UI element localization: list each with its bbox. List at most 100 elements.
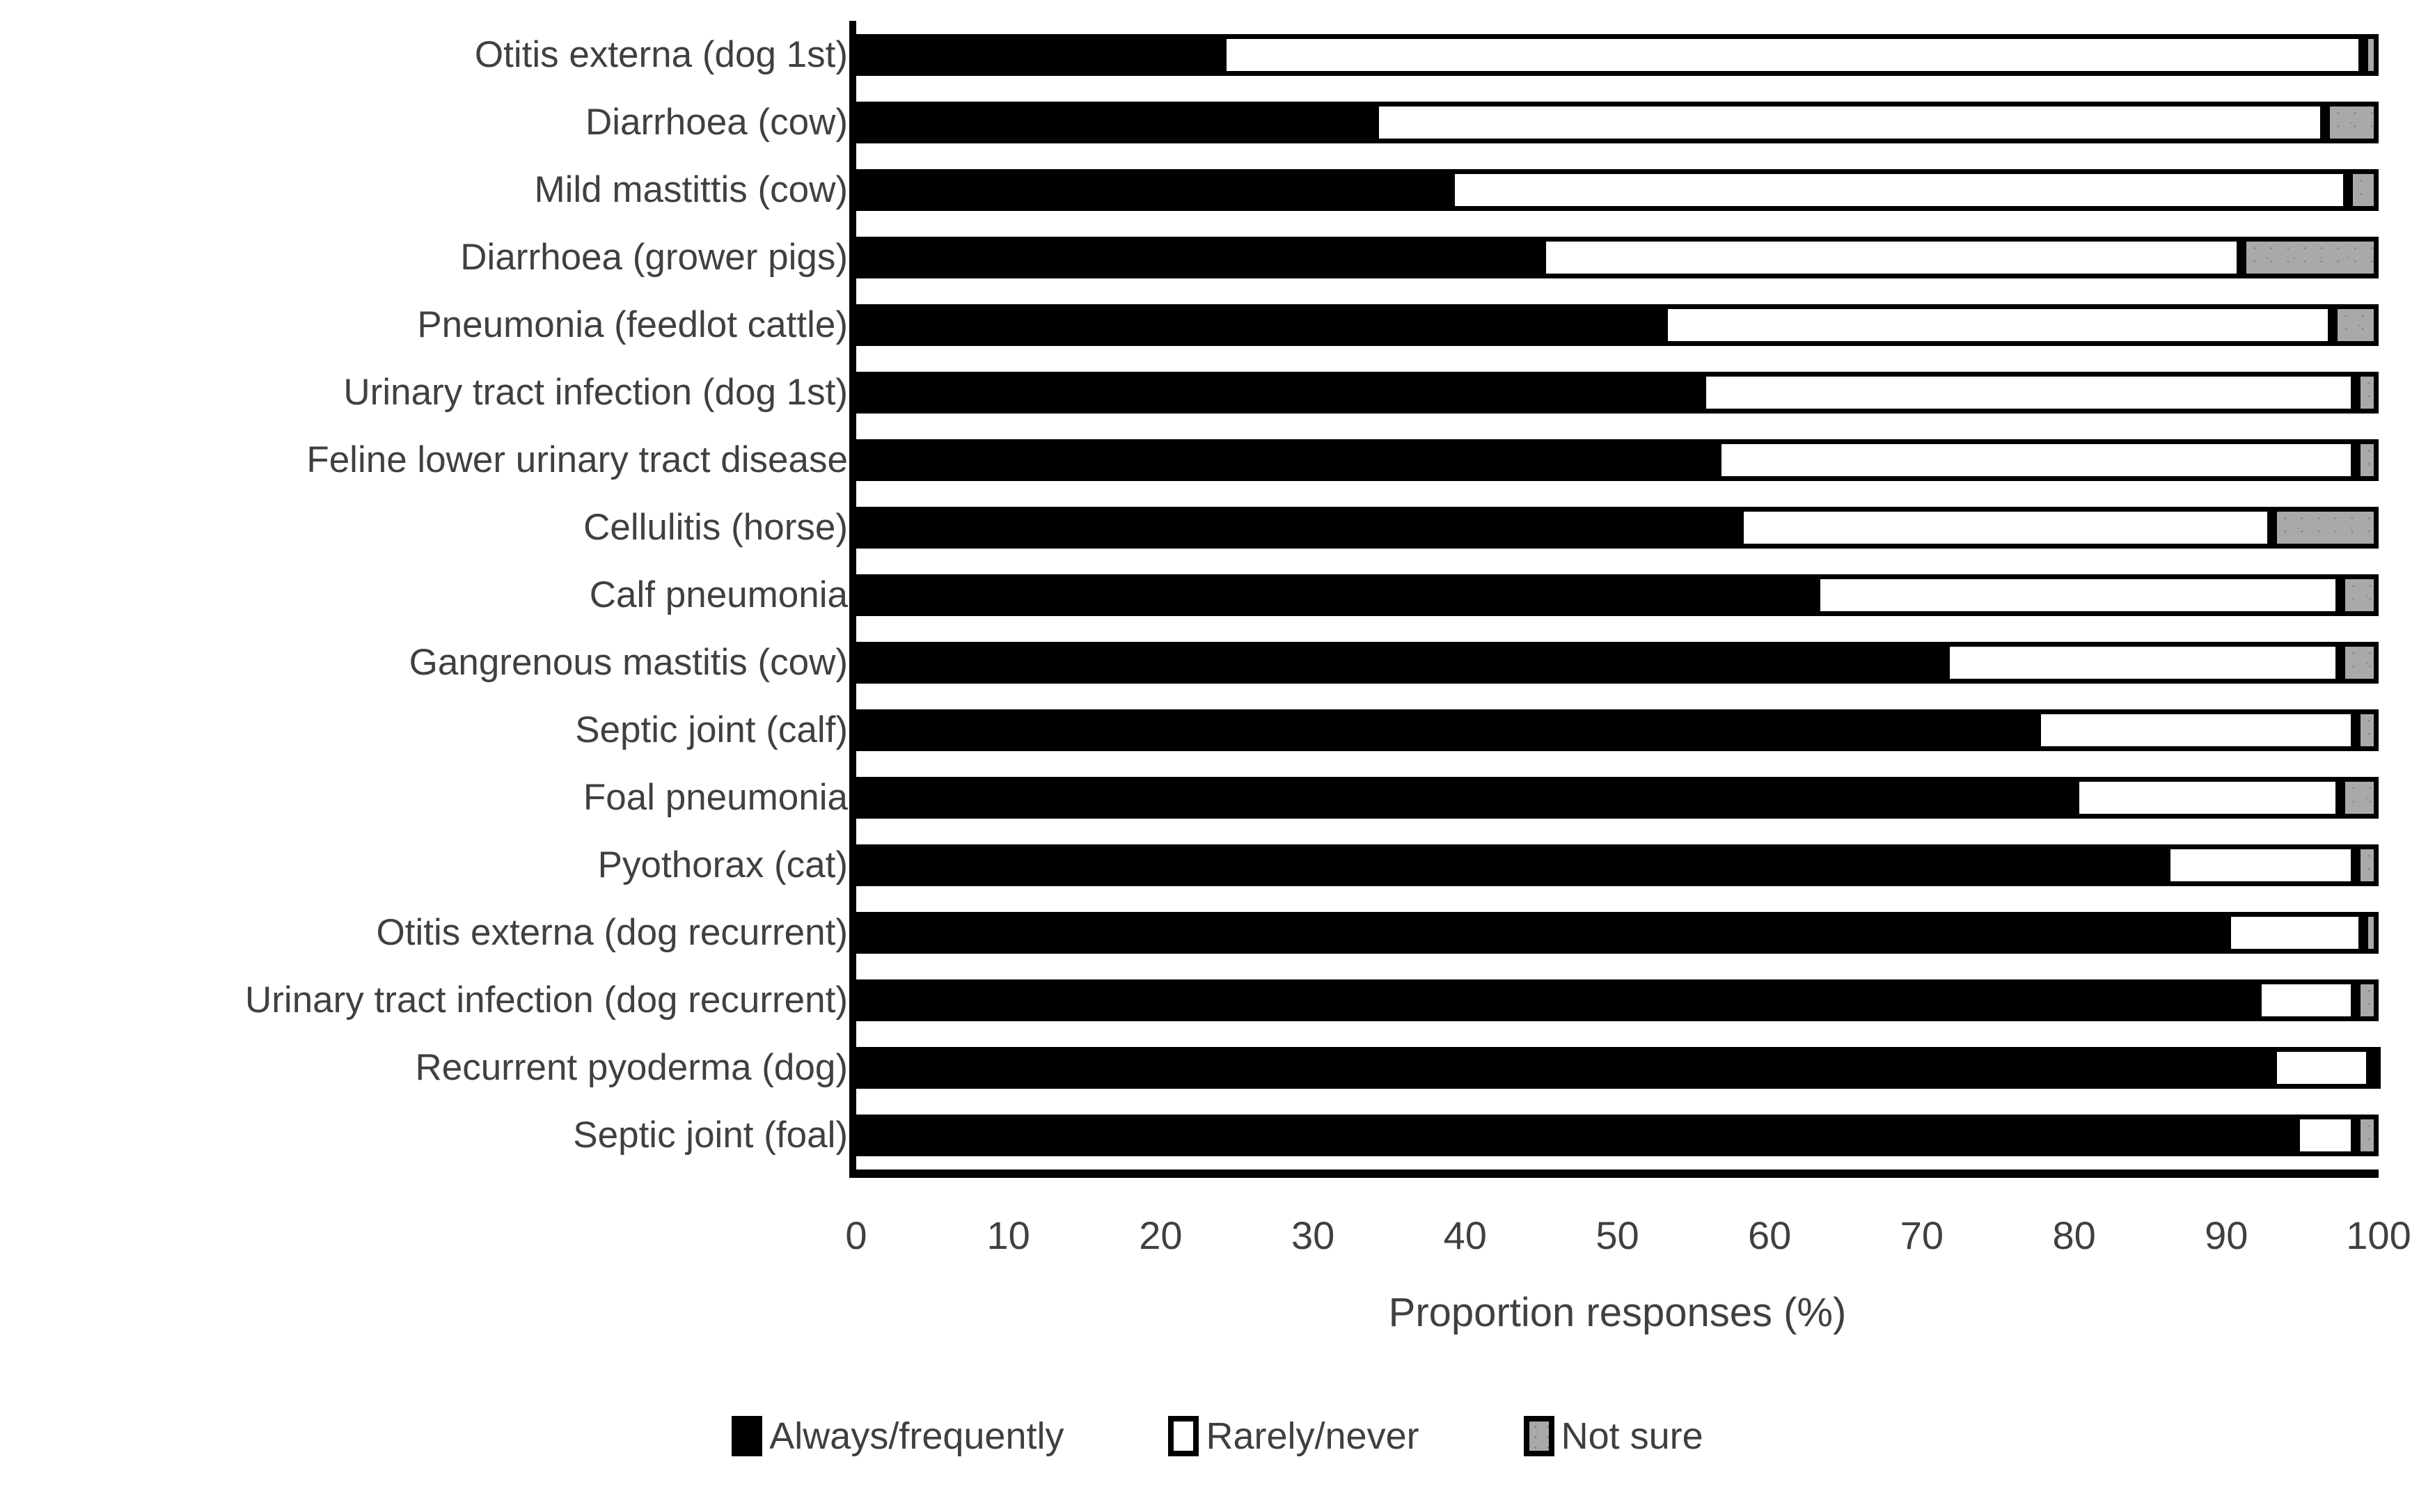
stacked-bar (856, 236, 2379, 278)
bar-segment-always (856, 439, 1717, 481)
bar-segment-rarely (1221, 33, 2364, 76)
bar-segment-always (856, 33, 1222, 76)
bar-row: Septic joint (calf) (575, 697, 2379, 764)
bar-segment-notsure (2363, 33, 2379, 76)
x-axis-line (849, 1170, 2379, 1178)
stacked-bar (856, 574, 2379, 616)
category-label: Urinary tract infection (dog 1st) (343, 371, 848, 413)
category-label: Calf pneumonia (589, 574, 848, 615)
stacked-bar (856, 304, 2379, 346)
stacked-bar (856, 777, 2379, 819)
bar-segment-rarely (1815, 574, 2341, 616)
legend-item: Not sure (1523, 1415, 1703, 1458)
category-label: Pneumonia (feedlot cattle) (417, 304, 848, 345)
bar-segment-rarely (1739, 506, 2272, 549)
x-tick-label: 10 (986, 1213, 1030, 1257)
bar-row: Pyothorax (cat) (598, 832, 2379, 899)
bar-segment-rarely (1541, 236, 2242, 278)
bar-segment-rarely (2226, 912, 2364, 954)
bar-segment-notsure (2356, 1115, 2379, 1157)
category-label: Gangrenous mastitis (cow) (409, 642, 848, 684)
bar-row: Pneumonia (feedlot cattle) (417, 291, 2379, 359)
x-tick-label: 100 (2346, 1213, 2411, 1257)
bar-segment-rarely (1716, 439, 2356, 481)
stacked-bar (856, 101, 2379, 143)
bar-segment-always (856, 979, 2257, 1022)
bar-segment-notsure (2356, 709, 2379, 752)
x-tick-label: 0 (845, 1213, 867, 1257)
legend-marker-rarely (1168, 1416, 1199, 1456)
category-label: Otitis externa (dog recurrent) (376, 912, 848, 954)
legend: Always/frequently Rarely/never Not sure (0, 1415, 2435, 1458)
legend-label: Rarely/never (1206, 1415, 1419, 1457)
x-tick-label: 20 (1139, 1213, 1183, 1257)
bar-row: Otitis externa (dog 1st) (475, 21, 2379, 88)
bar-row: Gangrenous mastitis (cow) (409, 629, 2379, 697)
bar-row: Feline lower urinary tract disease (306, 426, 2379, 494)
bar-segment-rarely (2257, 979, 2356, 1022)
x-tick-label: 60 (1748, 1213, 1792, 1257)
bar-segment-notsure (2356, 371, 2379, 414)
category-label: Septic joint (calf) (575, 709, 848, 751)
category-label: Pyothorax (cat) (597, 844, 848, 886)
bar-segment-always (856, 1115, 2295, 1157)
stacked-bar (856, 439, 2379, 481)
bar-segment-notsure (2356, 844, 2379, 887)
stacked-bar (856, 371, 2379, 414)
bar-row: Cellulitis (horse) (583, 494, 2379, 561)
legend-label: Not sure (1561, 1415, 1703, 1457)
bar-row: Septic joint (foal) (573, 1102, 2379, 1170)
bar-segment-rarely (1449, 168, 2349, 211)
stacked-bar (856, 168, 2379, 211)
bar-segment-always (856, 844, 2166, 887)
x-axis-title: Proportion responses (%) (1388, 1290, 1847, 1335)
bar-segment-always (856, 371, 1701, 414)
category-label: Diarrhoea (cow) (585, 101, 848, 143)
bar-segment-notsure (2333, 304, 2379, 346)
stacked-bar (856, 1115, 2379, 1157)
legend-marker-always (732, 1416, 763, 1456)
bar-segment-notsure (2340, 642, 2379, 684)
legend-item: Always/frequently (732, 1415, 1064, 1458)
bar-segment-always (856, 236, 1542, 278)
x-tick-label: 50 (1595, 1213, 1639, 1257)
bar-segment-rarely (2271, 1047, 2372, 1089)
bar-row: Urinary tract infection (dog recurrent) (245, 967, 2379, 1034)
bar-row: Mild mastittis (cow) (534, 156, 2379, 223)
bar-segment-rarely (1663, 304, 2333, 346)
bar-segment-notsure (2241, 236, 2379, 278)
category-label: Feline lower urinary tract disease (306, 439, 848, 480)
x-tick-label: 30 (1291, 1213, 1335, 1257)
bar-segment-always (856, 912, 2227, 954)
category-label: Recurrent pyoderma (dog) (415, 1047, 848, 1089)
x-tick-label: 90 (2205, 1213, 2248, 1257)
bar-segment-always (856, 506, 1740, 549)
bar-segment-notsure (2348, 168, 2379, 211)
category-label: Otitis externa (dog 1st) (474, 33, 848, 75)
stacked-bar (856, 979, 2379, 1022)
bar-row: Diarrhoea (grower pigs) (460, 223, 2379, 291)
bar-segment-always (856, 642, 1945, 684)
category-label: Foal pneumonia (583, 777, 848, 819)
legend-item: Rarely/never (1168, 1415, 1419, 1458)
bar-segment-always (856, 709, 2036, 752)
legend-label: Always/frequently (769, 1415, 1064, 1457)
stacked-bar (856, 844, 2379, 887)
bar-segment-always (856, 1047, 2272, 1089)
category-label: Mild mastittis (cow) (534, 168, 848, 210)
bar-segment-rarely (1944, 642, 2341, 684)
bar-segment-rarely (2035, 709, 2356, 752)
category-label: Cellulitis (horse) (583, 506, 848, 548)
bar-segment-notsure (2340, 777, 2379, 819)
category-label: Urinary tract infection (dog recurrent) (245, 979, 848, 1021)
bar-segment-notsure (2356, 439, 2379, 481)
bar-row: Recurrent pyoderma (dog) (415, 1034, 2381, 1102)
category-label: Diarrhoea (grower pigs) (460, 236, 848, 278)
bar-row: Calf pneumonia (590, 561, 2379, 629)
bar-segment-notsure (2371, 1047, 2381, 1089)
bar-segment-rarely (1701, 371, 2356, 414)
stacked-bar (856, 506, 2379, 549)
category-label: Septic joint (foal) (573, 1115, 848, 1156)
stacked-bar (856, 912, 2379, 954)
bar-row: Otitis externa (dog recurrent) (377, 899, 2379, 967)
